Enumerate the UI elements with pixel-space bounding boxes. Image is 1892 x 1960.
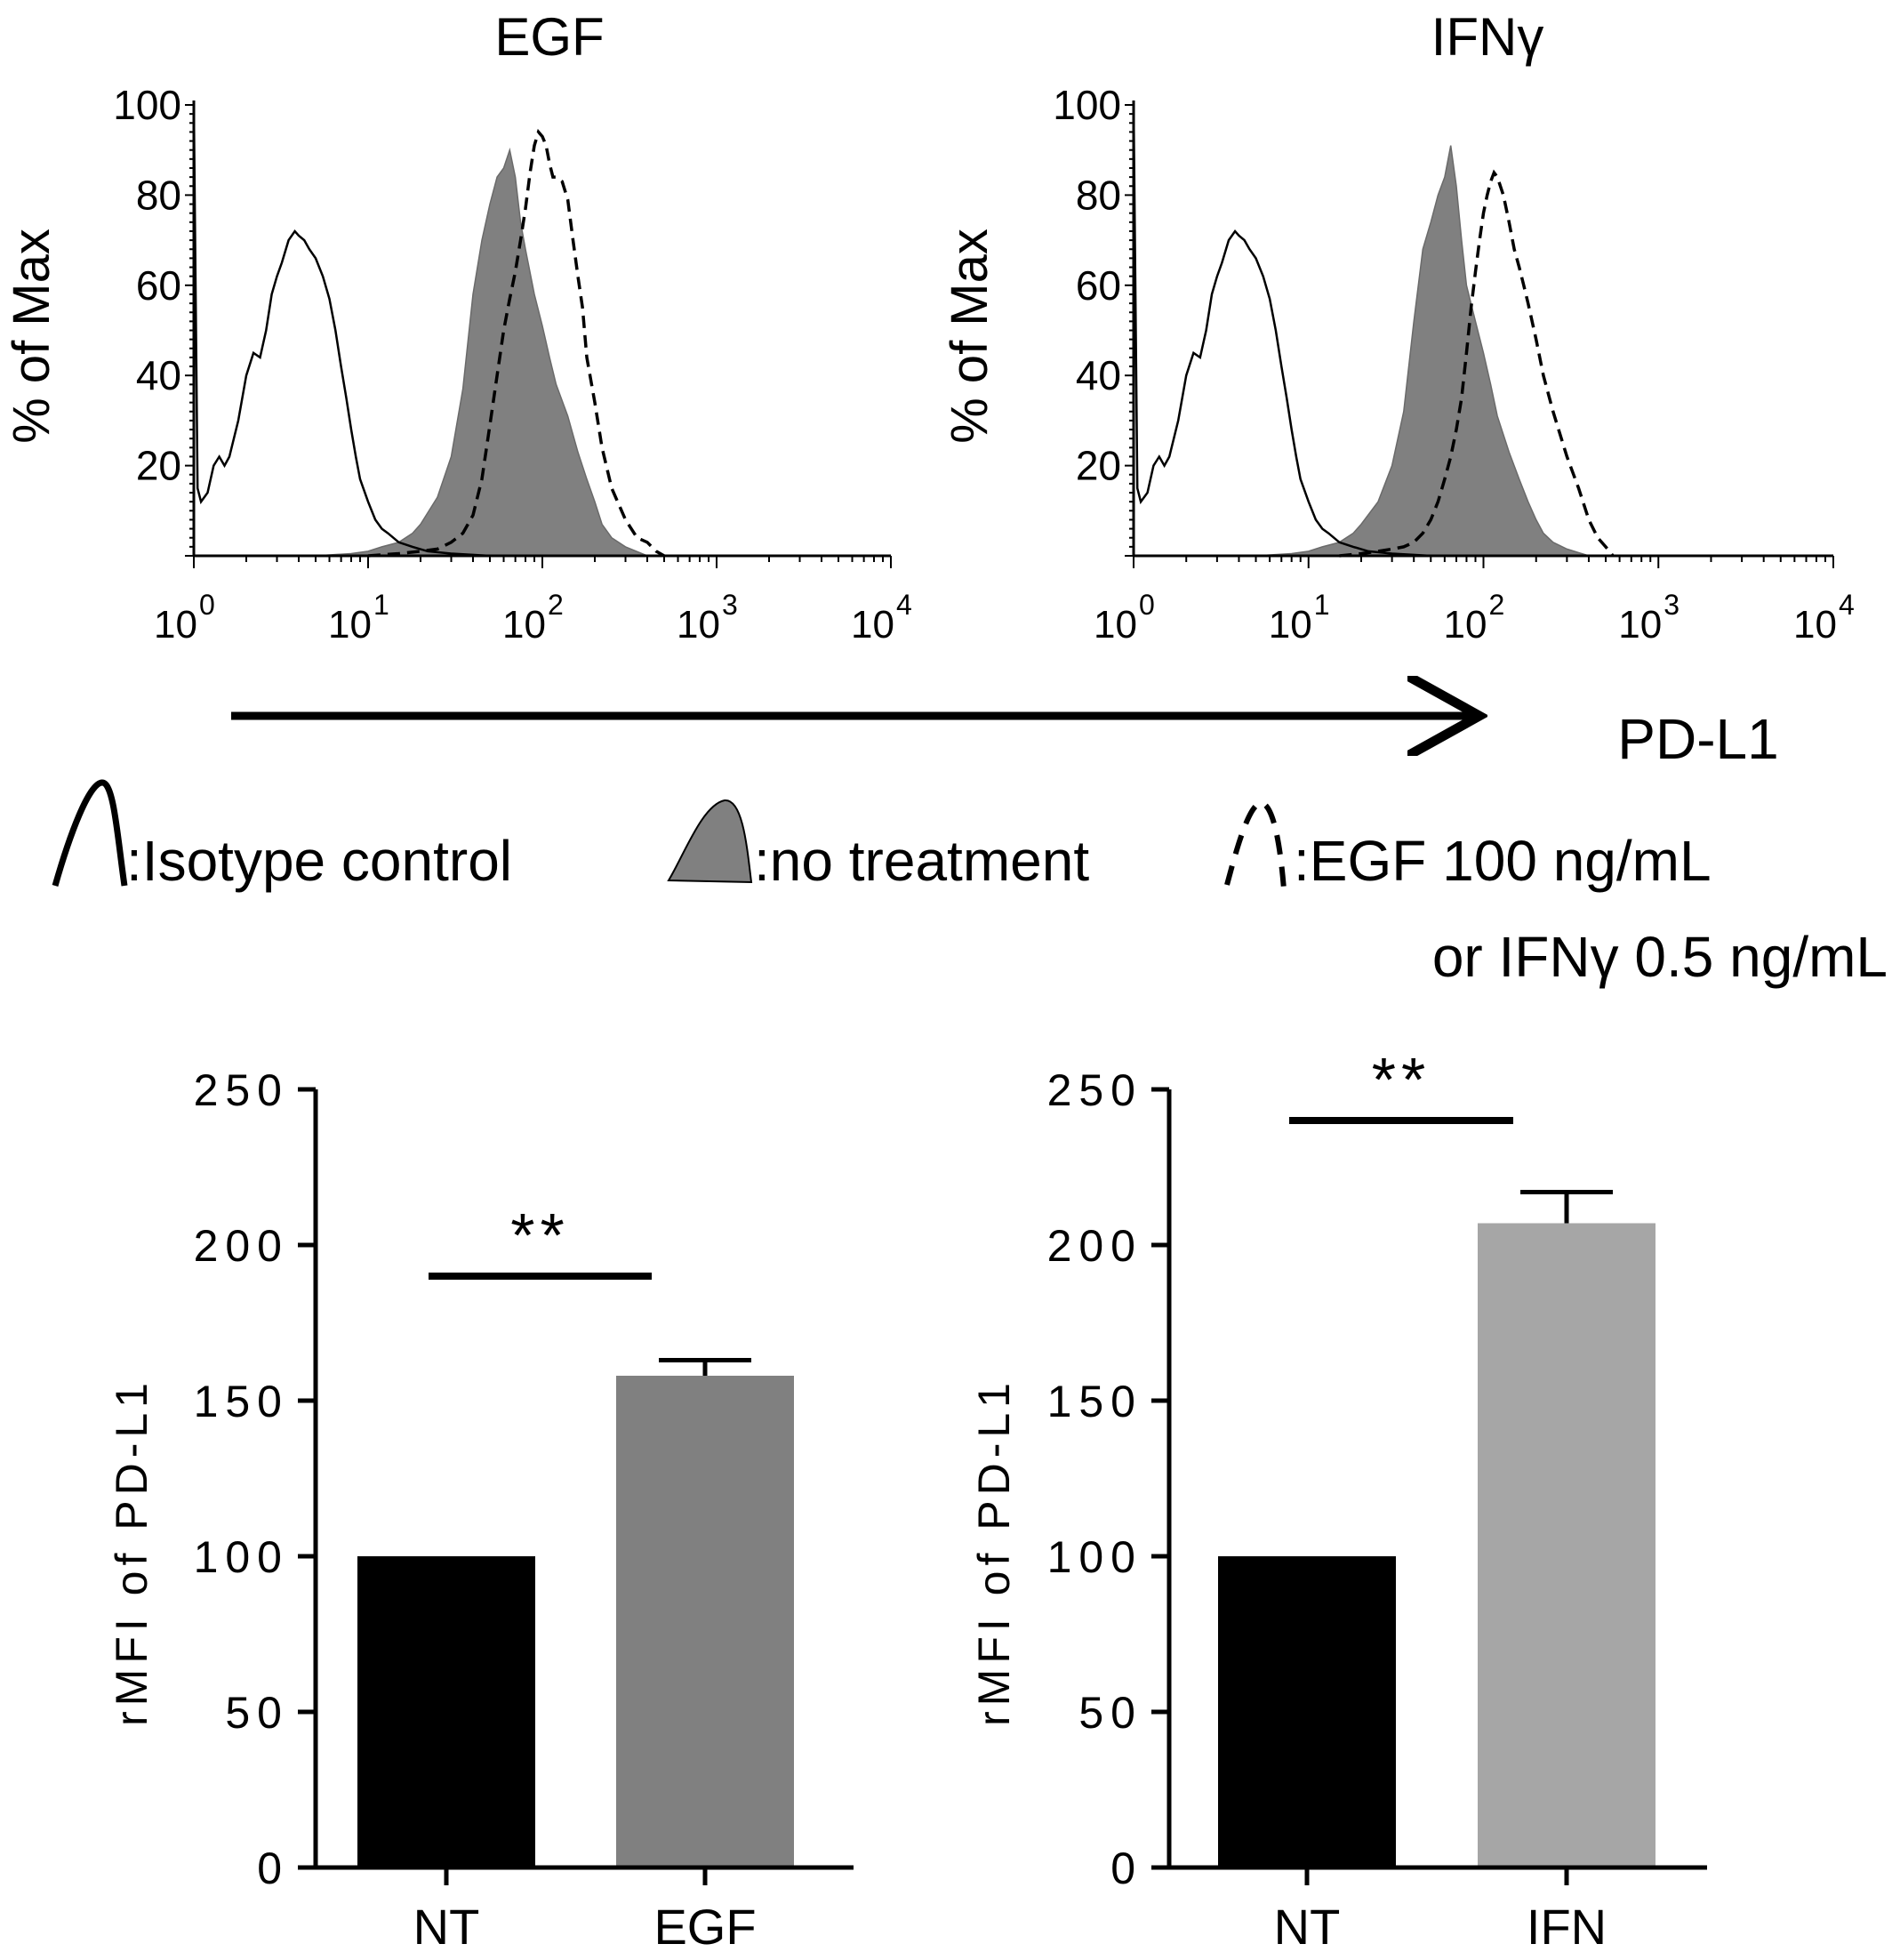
x-tick-label-base: 10 <box>1793 603 1837 647</box>
x-tick-label-base: 10 <box>1269 603 1312 647</box>
x-tick-label-base: 10 <box>502 603 546 647</box>
y-axis-label: rMFI of PD-L1 <box>969 1378 1019 1726</box>
x-tick-label-base: 10 <box>1618 603 1662 647</box>
bar-chart-plot: 0 50 100 150 200 250 NT EGF ** <box>194 1065 854 1955</box>
y-axis-label: % of Max <box>3 229 60 444</box>
legend-label-isotype-control: :Isotype control <box>126 829 512 893</box>
x-tick-label-exponent: 1 <box>373 589 389 621</box>
significance-label: ** <box>510 1201 569 1270</box>
y-tick-label: 250 <box>1047 1065 1142 1115</box>
x-category-label: IFN <box>1527 1899 1607 1955</box>
legend-label-ifng-05: or IFNγ 0.5 ng/mL <box>1432 925 1888 989</box>
histogram-series-group <box>1132 104 1615 558</box>
legend: :Isotype control :no treatment :EGF 100 … <box>52 779 1888 989</box>
series-no-treatment-area <box>315 147 648 557</box>
legend-label-egf-100: :EGF 100 ng/mL <box>1294 829 1712 893</box>
histogram-title: EGF <box>494 7 604 67</box>
x-tick-label-base: 10 <box>154 603 197 647</box>
bar-chart-ifn: rMFI of PD-L1 0 50 100 150 200 250 NT IFN ** <box>969 1045 1707 1955</box>
x-tick-label-exponent: 2 <box>1489 589 1505 621</box>
bar-egf <box>616 1376 794 1868</box>
x-tick-label-exponent: 0 <box>199 589 215 621</box>
y-tick-label: 100 <box>113 82 181 128</box>
series-treatment-line <box>367 128 665 558</box>
y-tick-label: 80 <box>136 172 181 218</box>
x-category-label: NT <box>1274 1899 1341 1955</box>
y-tick-label: 0 <box>1110 1844 1142 1893</box>
legend-swatch-isotype-control <box>52 779 128 887</box>
y-tick-label: 150 <box>194 1377 289 1426</box>
series-isotype-control-line <box>192 104 626 558</box>
x-category-label: EGF <box>653 1899 756 1955</box>
x-tick-label-exponent: 4 <box>1839 589 1855 621</box>
y-tick-label: 0 <box>257 1844 289 1893</box>
y-tick-label: 40 <box>136 352 181 398</box>
series-isotype-control-line <box>1132 104 1567 558</box>
series-treatment-line <box>1339 169 1615 558</box>
x-category-label: NT <box>413 1899 480 1955</box>
y-tick-label: 60 <box>1076 262 1121 309</box>
y-tick-label: 200 <box>194 1221 289 1271</box>
bar-nt <box>357 1556 535 1868</box>
y-tick-label: 100 <box>1053 82 1121 128</box>
legend-swatch-no-treatment <box>667 799 753 884</box>
x-tick-label-exponent: 2 <box>548 589 564 621</box>
y-tick-label: 100 <box>1047 1532 1142 1582</box>
y-axis-label: % of Max <box>941 229 998 444</box>
y-tick-label: 40 <box>1076 352 1121 398</box>
histogram-series-group <box>192 104 665 558</box>
x-tick-label-base: 10 <box>1094 603 1137 647</box>
y-tick-label: 150 <box>1047 1377 1142 1426</box>
y-tick-label: 50 <box>1078 1688 1142 1738</box>
legend-swatch-egf-ifng <box>1224 799 1287 890</box>
x-tick-label-exponent: 1 <box>1314 589 1330 621</box>
y-tick-label: 20 <box>1076 443 1121 489</box>
y-tick-label: 80 <box>1076 172 1121 218</box>
y-tick-label: 20 <box>136 443 181 489</box>
bar-chart-plot: 0 50 100 150 200 250 NT IFN ** <box>1047 1045 1707 1955</box>
x-tick-label-exponent: 3 <box>722 589 738 621</box>
y-axis-label: rMFI of PD-L1 <box>107 1378 156 1726</box>
y-tick-label: 250 <box>194 1065 289 1115</box>
histogram-title: IFNγ <box>1431 7 1544 67</box>
y-tick-label: 50 <box>225 1688 289 1738</box>
x-axis-label-pd-l1: PD-L1 <box>1617 707 1778 771</box>
x-tick-label-base: 10 <box>328 603 372 647</box>
bar-ifn <box>1478 1223 1656 1868</box>
significance-label: ** <box>1372 1045 1431 1114</box>
x-tick-label-exponent: 3 <box>1664 589 1680 621</box>
y-tick-label: 60 <box>136 262 181 309</box>
x-tick-label-base: 10 <box>677 603 720 647</box>
series-no-treatment-area <box>1255 145 1590 557</box>
bar-nt <box>1218 1556 1396 1868</box>
x-tick-label-base: 10 <box>851 603 894 647</box>
y-tick-label: 100 <box>194 1532 289 1582</box>
x-tick-label-base: 10 <box>1444 603 1487 647</box>
bar-chart-egf: rMFI of PD-L1 0 50 100 150 200 250 NT EGF ** <box>107 1065 854 1955</box>
x-tick-label-exponent: 0 <box>1139 589 1155 621</box>
x-tick-label-exponent: 4 <box>896 589 912 621</box>
legend-label-no-treatment: :no treatment <box>754 829 1089 893</box>
y-tick-label: 200 <box>1047 1221 1142 1271</box>
